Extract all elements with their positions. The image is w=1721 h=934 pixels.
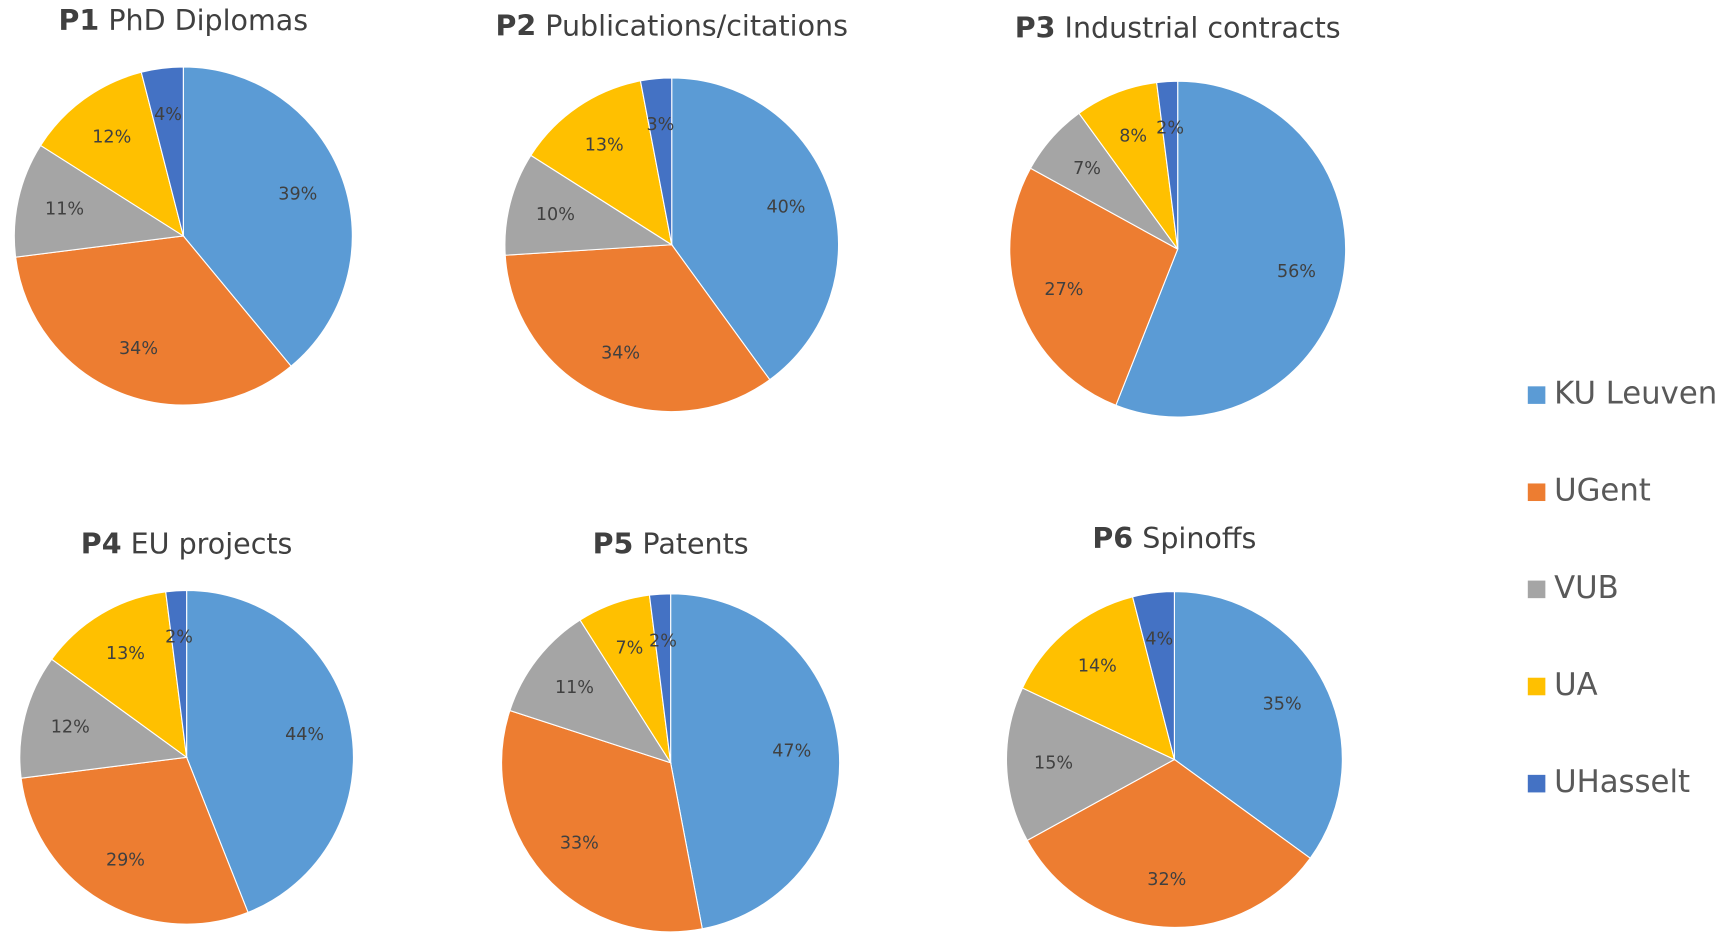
pie-slice xyxy=(1026,758,1312,928)
pie-slice xyxy=(670,593,841,930)
data-label: 2% xyxy=(649,631,677,651)
title-space xyxy=(122,527,131,560)
title-space xyxy=(633,527,642,560)
data-label: 2% xyxy=(1156,118,1184,138)
pie-slice xyxy=(50,591,188,759)
pie-slice xyxy=(15,235,292,406)
title-label: P6 xyxy=(1092,522,1133,555)
data-label: 34% xyxy=(119,339,158,359)
title-space xyxy=(99,4,108,37)
pie-slice xyxy=(1156,80,1179,250)
pie-slice xyxy=(530,80,673,246)
chart-title: P1 PhD Diplomas xyxy=(59,4,309,37)
data-label: 3% xyxy=(646,115,674,135)
legend-label: UA xyxy=(1554,667,1598,703)
data-label: 29% xyxy=(106,851,145,871)
pie-slice xyxy=(165,589,188,758)
title-text: PhD Diplomas xyxy=(108,4,308,37)
title-text: Publications/citations xyxy=(545,9,848,42)
chart-title: P5 Patents xyxy=(593,527,749,560)
legend-swatch xyxy=(1527,580,1546,599)
data-label: 10% xyxy=(536,205,575,225)
data-label: 2% xyxy=(165,627,193,647)
pie-slice xyxy=(648,593,672,763)
pie-slice xyxy=(19,658,189,779)
title-text: Spinoffs xyxy=(1142,522,1256,555)
pie-slice xyxy=(13,144,185,258)
data-label: 7% xyxy=(1073,159,1101,179)
title-text: Patents xyxy=(642,527,748,560)
data-label: 12% xyxy=(92,128,131,148)
data-label: 40% xyxy=(766,198,805,218)
pie-slice xyxy=(140,66,184,237)
pie-slice xyxy=(1173,591,1343,859)
pie-slice xyxy=(20,756,249,925)
data-label: 44% xyxy=(285,725,324,745)
data-label: 27% xyxy=(1044,280,1083,300)
title-space xyxy=(1133,522,1142,555)
title-label: P3 xyxy=(1015,12,1056,45)
chart-title: P3 Industrial contracts xyxy=(1015,12,1341,45)
pie-slice xyxy=(671,77,840,381)
title-text: EU projects xyxy=(131,527,293,560)
title-space xyxy=(536,9,545,42)
data-label: 15% xyxy=(1034,753,1073,773)
pie-slice xyxy=(501,709,703,933)
data-label: 34% xyxy=(601,343,640,363)
pie-slice xyxy=(504,154,674,256)
chart-title: P2 Publications/citations xyxy=(495,9,848,42)
data-label: 33% xyxy=(560,833,599,853)
chart-title: P4 EU projects xyxy=(81,527,293,560)
data-label: 4% xyxy=(154,105,182,125)
pie-slice xyxy=(504,244,771,413)
title-label: P5 xyxy=(593,527,634,560)
pie-slice xyxy=(1021,596,1176,761)
pie-slice xyxy=(186,589,354,914)
pie-slice xyxy=(1009,167,1179,406)
legend-swatch xyxy=(1527,774,1546,793)
data-label: 39% xyxy=(278,185,317,205)
data-label: 11% xyxy=(555,678,594,698)
title-label: P4 xyxy=(81,527,122,560)
legend-swatch xyxy=(1527,677,1546,696)
data-label: 12% xyxy=(51,717,90,737)
pie-slice xyxy=(509,619,672,764)
title-space xyxy=(1055,12,1064,45)
data-label: 7% xyxy=(615,638,643,658)
legend-swatch xyxy=(1527,483,1546,502)
data-label: 13% xyxy=(585,135,624,155)
pie-slice xyxy=(639,77,673,245)
data-label: 11% xyxy=(45,199,84,219)
data-label: 14% xyxy=(1078,656,1117,676)
data-label: 56% xyxy=(1277,262,1316,282)
title-text: Industrial contracts xyxy=(1065,12,1341,45)
legend-label: UHasselt xyxy=(1554,764,1690,800)
pie-slice xyxy=(1005,687,1176,842)
legend-label: VUB xyxy=(1554,570,1619,606)
legend-swatch xyxy=(1527,386,1546,404)
data-label: 4% xyxy=(1145,630,1173,650)
legend-label: UGent xyxy=(1554,473,1651,509)
legend-label: KU Leuven xyxy=(1554,376,1717,412)
chart-title: P6 Spinoffs xyxy=(1092,522,1256,555)
data-label: 35% xyxy=(1263,695,1302,715)
data-label: 8% xyxy=(1119,127,1147,147)
pie-slice xyxy=(1131,591,1175,760)
data-label: 32% xyxy=(1147,870,1186,890)
title-label: P2 xyxy=(495,9,536,42)
data-label: 47% xyxy=(772,741,811,761)
data-label: 13% xyxy=(106,644,145,664)
pie-slice xyxy=(182,66,353,367)
title-label: P1 xyxy=(59,4,100,37)
pie-slice xyxy=(1115,80,1347,418)
pie-slice xyxy=(39,71,185,238)
